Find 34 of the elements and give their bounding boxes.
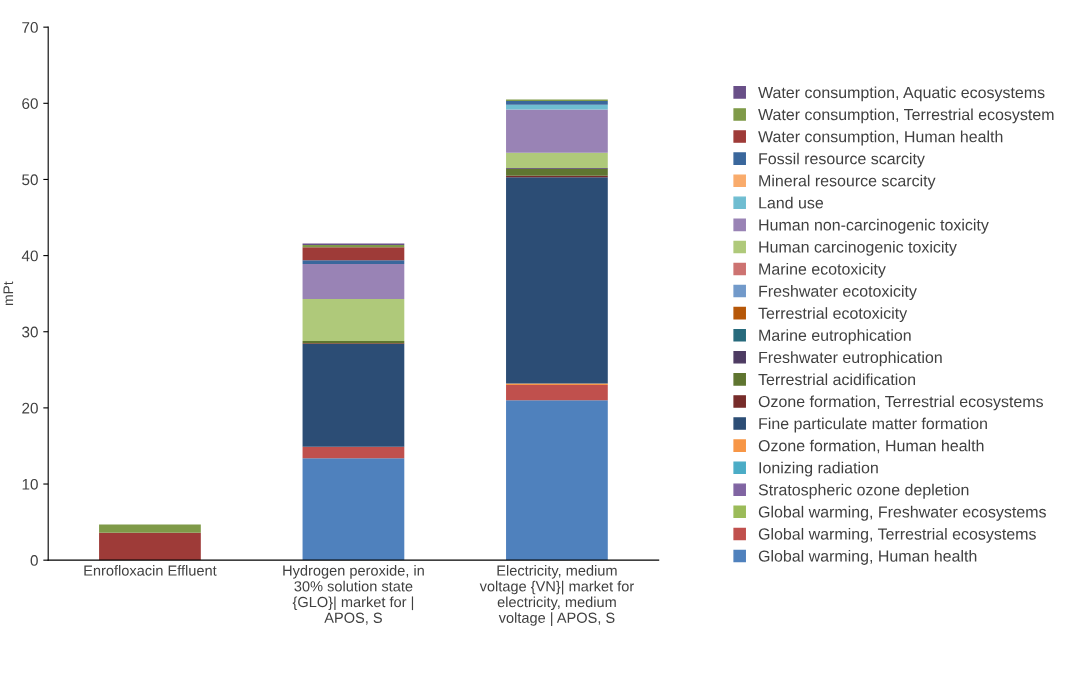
legend-label: Marine eutrophication — [759, 329, 911, 345]
legend-label: Fine particulate matter formation — [759, 417, 987, 433]
y-tick-label: 10 — [22, 478, 38, 490]
legend-label: Stratospheric ozone depletion — [758, 483, 969, 499]
legend-label: Human non-carcinogenic toxicity — [759, 218, 989, 234]
y-tick-label: 60 — [22, 98, 38, 109]
legend-label: Terrestrial ecotoxicity — [758, 307, 908, 323]
y-tick-label: 30 — [22, 326, 38, 338]
legend-label: Water consumption, Terrestrial ecosystem — [758, 108, 1054, 124]
legend-label: Terrestrial acidification — [758, 373, 916, 386]
legend-label: Freshwater eutrophication — [759, 351, 942, 367]
legend-label: Freshwater ecotoxicity — [759, 285, 917, 300]
x-tick-label: Electricity, medium voltage {VN}| market for electricity, medium voltage | APOS, S — [479, 565, 634, 626]
y-tick-label: 20 — [22, 402, 38, 414]
y-axis-title: mPt — [3, 281, 14, 306]
legend-label: Global warming, Terrestrial ecosystems — [758, 527, 1036, 543]
y-tick-label: 0 — [30, 555, 38, 566]
legend-label: Marine ecotoxicity — [759, 263, 886, 278]
y-tick-label: 70 — [22, 22, 38, 33]
legend-label: Water consumption, Aquatic ecosystems — [758, 86, 1045, 102]
legend-label: Ozone formation, Human health — [758, 439, 984, 454]
legend-label: Ionizing radiation — [759, 461, 878, 477]
y-tick-label: 50 — [22, 174, 38, 186]
legend-label: Global warming, Human health — [758, 550, 977, 565]
x-tick-label: Enrofloxacin Effluent — [84, 565, 217, 576]
legend-label: Human carcinogenic toxicity — [759, 240, 957, 256]
legend-label: Fossil resource scarcity — [759, 152, 925, 168]
x-tick-label: Hydrogen peroxide, in 30% solution state {GLO}| market for | APOS, S — [283, 565, 424, 625]
legend-label: Land use — [759, 196, 824, 209]
legend-label: Global warming, Freshwater ecosystems — [758, 505, 1046, 521]
legend-label: Ozone formation, Terrestrial ecosystems — [758, 395, 1044, 411]
legend-label: Mineral resource scarcity — [759, 174, 936, 190]
legend-label: Water consumption, Human health — [758, 130, 1003, 146]
y-tick-label: 40 — [21, 250, 38, 262]
